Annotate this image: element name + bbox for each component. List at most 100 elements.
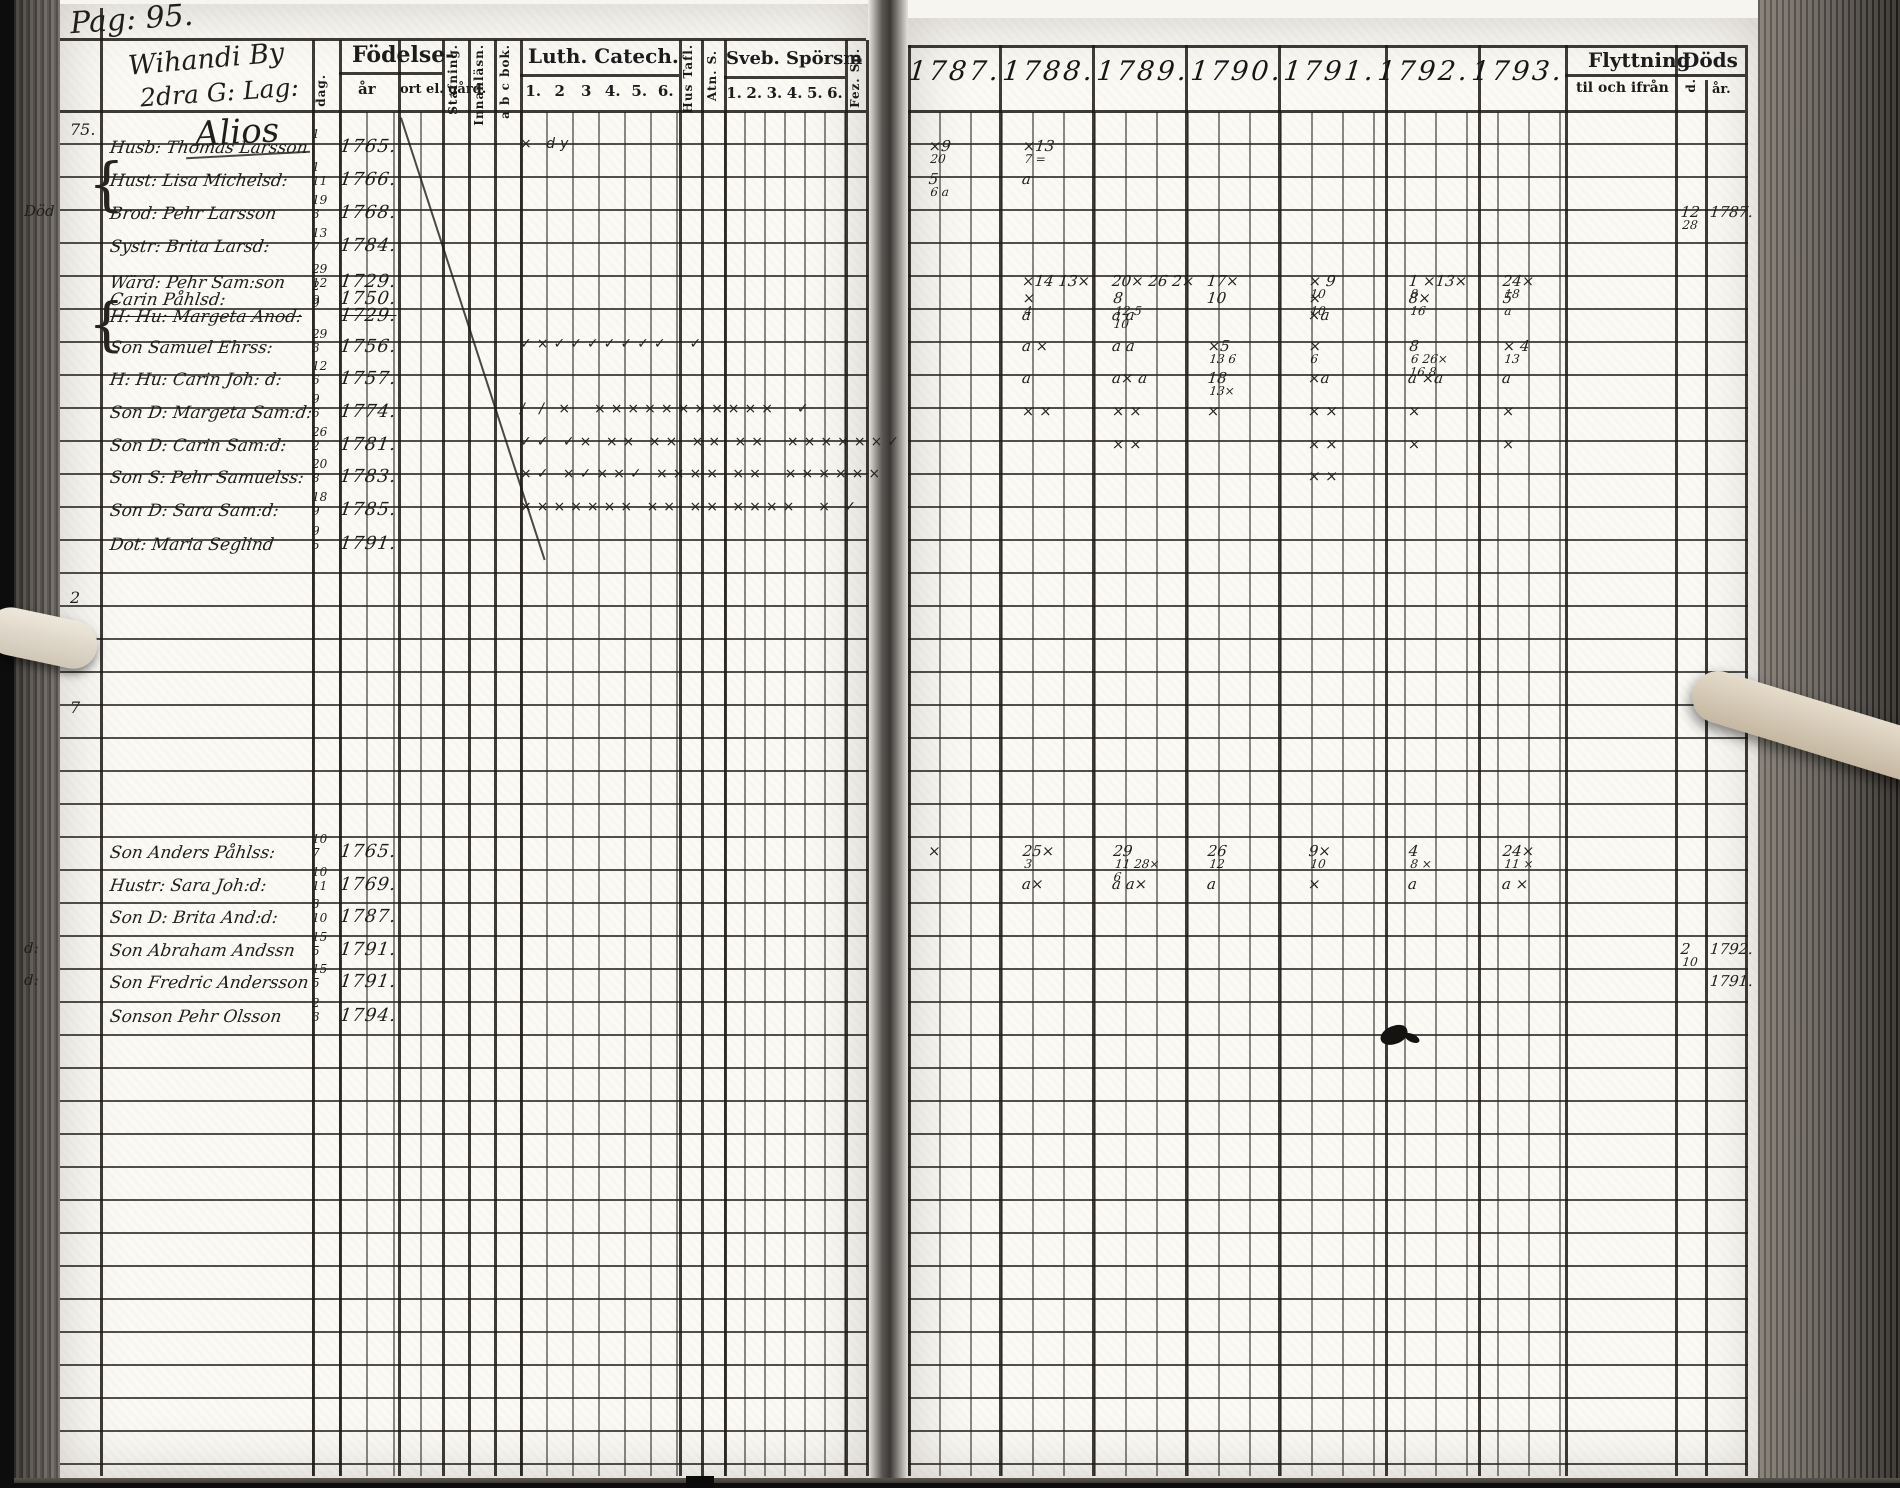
birth-day: 15 bbox=[312, 962, 328, 976]
header-dods: Döds bbox=[1682, 48, 1738, 72]
sveb-subcolumn-label: 1. bbox=[726, 84, 742, 102]
header-rule bbox=[60, 38, 866, 41]
column-rule bbox=[312, 40, 315, 1476]
luth-subcolumn-label: 1. bbox=[525, 82, 542, 100]
birth-month: 6 bbox=[312, 373, 320, 387]
column-rule bbox=[701, 40, 704, 1476]
birth-month: 7 bbox=[312, 846, 320, 860]
birth-day: 26 bbox=[312, 425, 328, 439]
birth-month: 2 bbox=[312, 439, 320, 453]
book-binding bbox=[868, 0, 908, 1488]
birth-month: 10 bbox=[312, 911, 328, 925]
header-luth-catech: Luth. Catech. bbox=[528, 44, 679, 68]
column-rule bbox=[494, 40, 497, 1476]
birth-day: 29 bbox=[312, 327, 328, 341]
luth-subcolumn-label: 5. bbox=[631, 82, 648, 100]
birth-day: 9 bbox=[312, 524, 320, 538]
header-fodelse: Födelse- bbox=[352, 42, 455, 68]
birth-day: 20 bbox=[312, 457, 328, 471]
year-column-rule bbox=[1092, 45, 1095, 1476]
year-column-rule bbox=[1278, 45, 1281, 1476]
catechism-marks: / / × ××××××××××× ✓ bbox=[520, 401, 814, 417]
year-column-rule bbox=[1385, 45, 1388, 1476]
sveb-subcolumn-label: 5. bbox=[806, 84, 823, 102]
birth-day: 19 bbox=[312, 193, 328, 207]
column-rule bbox=[468, 40, 471, 1476]
sveb-subcolumn-label: 3. bbox=[766, 84, 783, 102]
sveb-subcolumn-label: 4. bbox=[786, 84, 803, 102]
column-rule bbox=[724, 40, 727, 1476]
grid-sveb-columns bbox=[724, 112, 846, 1476]
scan-frame-bottom bbox=[0, 1483, 1900, 1488]
year-column-rule bbox=[1478, 45, 1481, 1476]
column-rule bbox=[100, 8, 103, 1476]
side-note: 7 bbox=[70, 698, 81, 717]
column-rule bbox=[442, 40, 445, 1476]
birth-month: 12 bbox=[312, 276, 328, 290]
birth-day: 10 bbox=[312, 832, 328, 846]
birth-month: 5 bbox=[312, 976, 320, 990]
side-note: 2 bbox=[70, 588, 81, 607]
header-rule bbox=[520, 74, 679, 77]
luth-subcolumns: 1. 2 3 4. 5. 6. bbox=[520, 82, 679, 100]
luth-subcolumn-label: 2 bbox=[554, 82, 565, 100]
scan-frame-left bbox=[0, 0, 14, 1488]
birth-day: 2 bbox=[312, 279, 320, 293]
catechism-marks: × dy bbox=[520, 136, 574, 152]
birth-month: 11 bbox=[312, 174, 328, 188]
grid-luth-columns bbox=[520, 112, 680, 1476]
dods-sub-rule bbox=[1705, 80, 1708, 1476]
header-flyttning: Flyttning bbox=[1588, 48, 1691, 72]
column-rule bbox=[679, 40, 682, 1476]
birth-month: 3 bbox=[312, 1010, 320, 1024]
year-column-rule bbox=[1675, 45, 1678, 1476]
birth-day: 18 bbox=[312, 490, 328, 504]
birth-day: 1 bbox=[312, 160, 320, 174]
margin-note: d: bbox=[24, 939, 39, 957]
grid-birth-columns bbox=[312, 112, 442, 1476]
side-note: 75. bbox=[70, 120, 96, 139]
luth-subcolumn-label: 6. bbox=[657, 82, 674, 100]
column-rule bbox=[398, 40, 401, 1476]
birth-month: 9 bbox=[312, 504, 320, 518]
column-rule bbox=[520, 40, 523, 1476]
birth-month: 7 bbox=[312, 240, 320, 254]
header-dods-ar: år. bbox=[1712, 82, 1731, 97]
column-rule bbox=[339, 40, 342, 1476]
catechism-marks: ××××××× ×× ×× ×××× × ✓ bbox=[520, 499, 862, 515]
column-rule bbox=[866, 40, 869, 1476]
household-brace: { bbox=[88, 150, 125, 218]
birth-day: 3 bbox=[312, 897, 320, 911]
birth-day: 15 bbox=[312, 930, 328, 944]
catechism-marks: ✓✓ ✓× ×× ×× ×× ×× ××××××✓ bbox=[520, 434, 905, 450]
birth-month: 3 bbox=[312, 341, 320, 355]
birth-day: 13 bbox=[312, 226, 328, 240]
birth-month: 3 bbox=[312, 207, 320, 221]
birth-month: 8 bbox=[312, 471, 320, 485]
sveb-subcolumn-label: 6. bbox=[827, 84, 843, 102]
page-tab bbox=[686, 1476, 714, 1488]
birth-day: 12 bbox=[312, 359, 328, 373]
sveb-subcolumns: 1. 2. 3. 4. 5. 6. bbox=[724, 84, 845, 102]
header-ar: år bbox=[358, 80, 376, 98]
header-rule bbox=[60, 110, 866, 113]
grid-year-columns bbox=[908, 112, 1566, 1476]
header-sveb-sporsm: Sveb. Spörsm bbox=[726, 48, 863, 69]
year-column-rule bbox=[908, 45, 911, 1476]
birth-day: 9 bbox=[312, 296, 320, 310]
birth-month: 9 bbox=[312, 293, 320, 307]
year-column-rule bbox=[999, 45, 1002, 1476]
sveb-subcolumn-label: 2. bbox=[746, 84, 763, 102]
birth-month: 11 bbox=[312, 879, 328, 893]
luth-subcolumn-label: 4. bbox=[604, 82, 621, 100]
header-flyttning-sub: til och ifrån bbox=[1576, 80, 1669, 96]
header-ort: ort el. gård. bbox=[400, 82, 487, 97]
birth-day: 2 bbox=[312, 996, 320, 1010]
birth-day: 1 bbox=[312, 127, 320, 141]
birth-day: 9 bbox=[312, 392, 320, 406]
birth-month: 6 bbox=[312, 406, 320, 420]
header-rule bbox=[339, 72, 442, 75]
